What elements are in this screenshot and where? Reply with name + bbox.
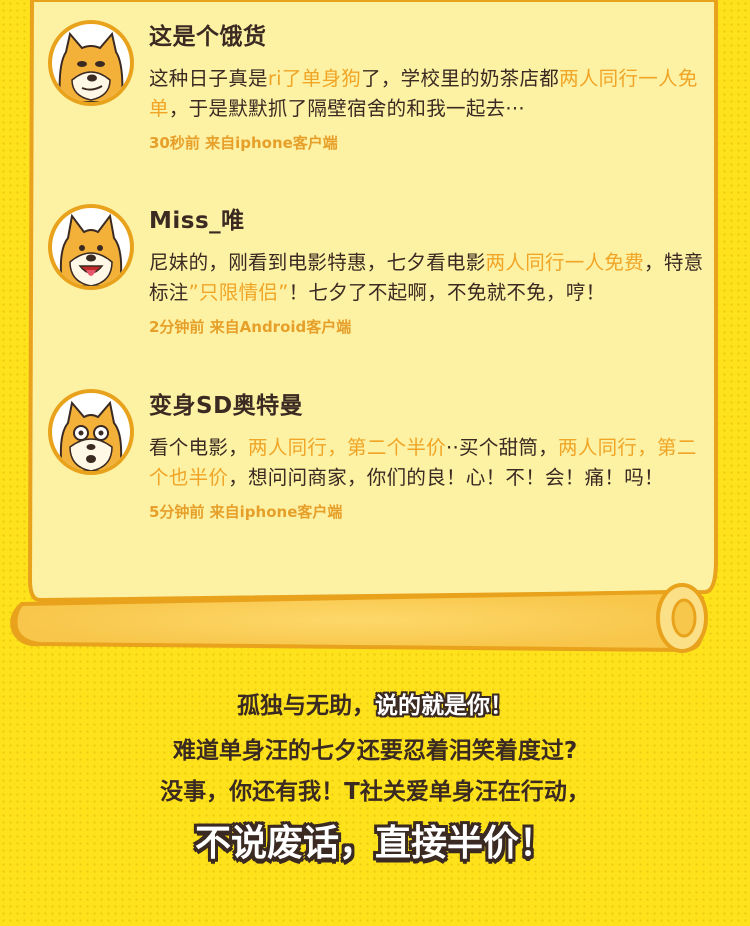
- comment-username[interactable]: Miss_唯: [149, 208, 245, 234]
- slogan-headline: 不说废话，直接半价！: [194, 823, 555, 864]
- slogan-line-3: 没事，你还有我！T社关爱单身汪在行动，: [160, 779, 590, 805]
- comment-meta: 5分钟前 来自iphone客户端: [149, 503, 343, 521]
- comment-meta: 2分钟前 来自Android客户端: [149, 318, 352, 336]
- comment-text: 这种日子真是ri了单身狗了，学校里的奶茶店都两人同行一人免单，于是默默抓了隔壁宿…: [149, 67, 698, 120]
- comment-text: 看个电影，两人同行，第二个半价··买个甜筒，两人同行，第二个也半价，想问问商家，…: [149, 436, 697, 489]
- comment-username[interactable]: 这是个饿货: [149, 24, 267, 50]
- doge-avatar-smirk-icon[interactable]: [48, 20, 134, 106]
- slogan-line-1: 孤独与无助，说的就是你！: [0, 688, 750, 724]
- comment-meta: 30秒前 来自iphone客户端: [149, 134, 338, 152]
- paper-scroll: [10, 0, 718, 653]
- doge-avatar-tongue-icon[interactable]: [48, 204, 134, 290]
- slogan-line-1-a: 孤独与无助，: [237, 693, 375, 719]
- comment-username[interactable]: 变身SD奥特曼: [149, 393, 304, 419]
- slogan-line-2: 难道单身汪的七夕还要忍着泪笑着度过?: [172, 738, 578, 764]
- comment-text: 尼妹的，刚看到电影特惠，七夕看电影两人同行一人免费，特意标注”只限情侣”！七夕了…: [149, 251, 704, 304]
- slogan-line-1-b: 说的就是你！: [375, 693, 513, 719]
- doge-avatar-shocked-icon[interactable]: [48, 389, 134, 475]
